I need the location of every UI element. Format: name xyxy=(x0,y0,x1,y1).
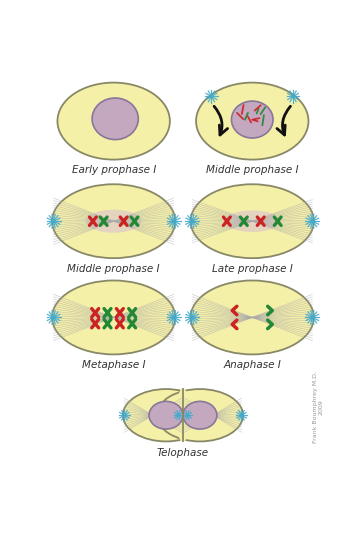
Text: Late prophase I: Late prophase I xyxy=(212,264,293,273)
Ellipse shape xyxy=(157,389,243,441)
Ellipse shape xyxy=(86,209,141,233)
Ellipse shape xyxy=(191,184,314,258)
Ellipse shape xyxy=(92,98,138,139)
Ellipse shape xyxy=(149,402,183,429)
Ellipse shape xyxy=(176,388,190,442)
Ellipse shape xyxy=(123,389,209,441)
Text: Telophase: Telophase xyxy=(157,447,209,458)
Ellipse shape xyxy=(191,281,314,354)
Ellipse shape xyxy=(196,82,309,160)
Text: Frank Boumphrey M.D.
2009: Frank Boumphrey M.D. 2009 xyxy=(313,371,324,443)
Ellipse shape xyxy=(52,184,175,258)
Ellipse shape xyxy=(231,101,273,138)
Text: Middle prophase I: Middle prophase I xyxy=(67,264,160,273)
Ellipse shape xyxy=(225,211,280,232)
Text: Metaphase I: Metaphase I xyxy=(82,360,145,370)
Text: Middle prophase I: Middle prophase I xyxy=(206,165,298,175)
Ellipse shape xyxy=(58,82,170,160)
Ellipse shape xyxy=(52,281,175,354)
Ellipse shape xyxy=(183,402,217,429)
Text: Anaphase I: Anaphase I xyxy=(224,360,281,370)
Text: Early prophase I: Early prophase I xyxy=(72,165,156,175)
